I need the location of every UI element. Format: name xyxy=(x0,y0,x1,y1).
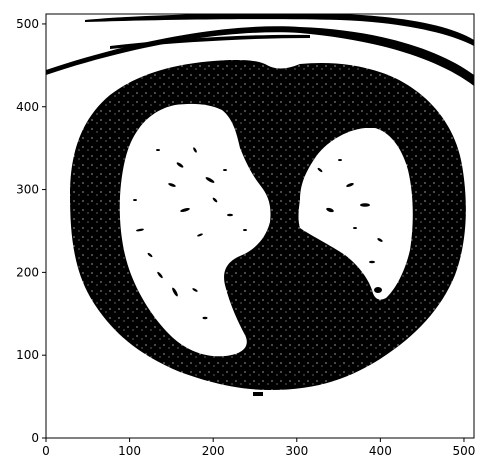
table-arc-mid xyxy=(110,34,310,49)
x-tick-label: 500 xyxy=(453,444,476,458)
table-arc-inner xyxy=(85,14,474,46)
x-tick-label: 300 xyxy=(285,444,308,458)
y-tick-label: 300 xyxy=(16,183,39,197)
y-tick-label: 500 xyxy=(16,17,39,31)
x-axis-ticks: 0 100 200 300 400 500 xyxy=(42,438,475,458)
lung-right-region xyxy=(298,128,413,300)
lung-vessels-right xyxy=(317,159,383,293)
table-arc-outer xyxy=(46,26,474,86)
x-tick-label: 400 xyxy=(369,444,392,458)
y-tick-label: 100 xyxy=(16,348,39,362)
lung-vessels xyxy=(133,147,247,320)
lung-left-region xyxy=(119,103,271,357)
y-tick-label: 200 xyxy=(16,265,39,279)
y-axis-ticks: 0 100 200 300 400 500 xyxy=(16,17,46,445)
x-tick-label: 0 xyxy=(42,444,50,458)
x-tick-label: 100 xyxy=(118,444,141,458)
image-content xyxy=(46,14,474,438)
axes-frame xyxy=(45,13,475,439)
x-tick-label: 200 xyxy=(202,444,225,458)
y-tick-label: 400 xyxy=(16,100,39,114)
y-tick-label: 0 xyxy=(31,431,39,445)
